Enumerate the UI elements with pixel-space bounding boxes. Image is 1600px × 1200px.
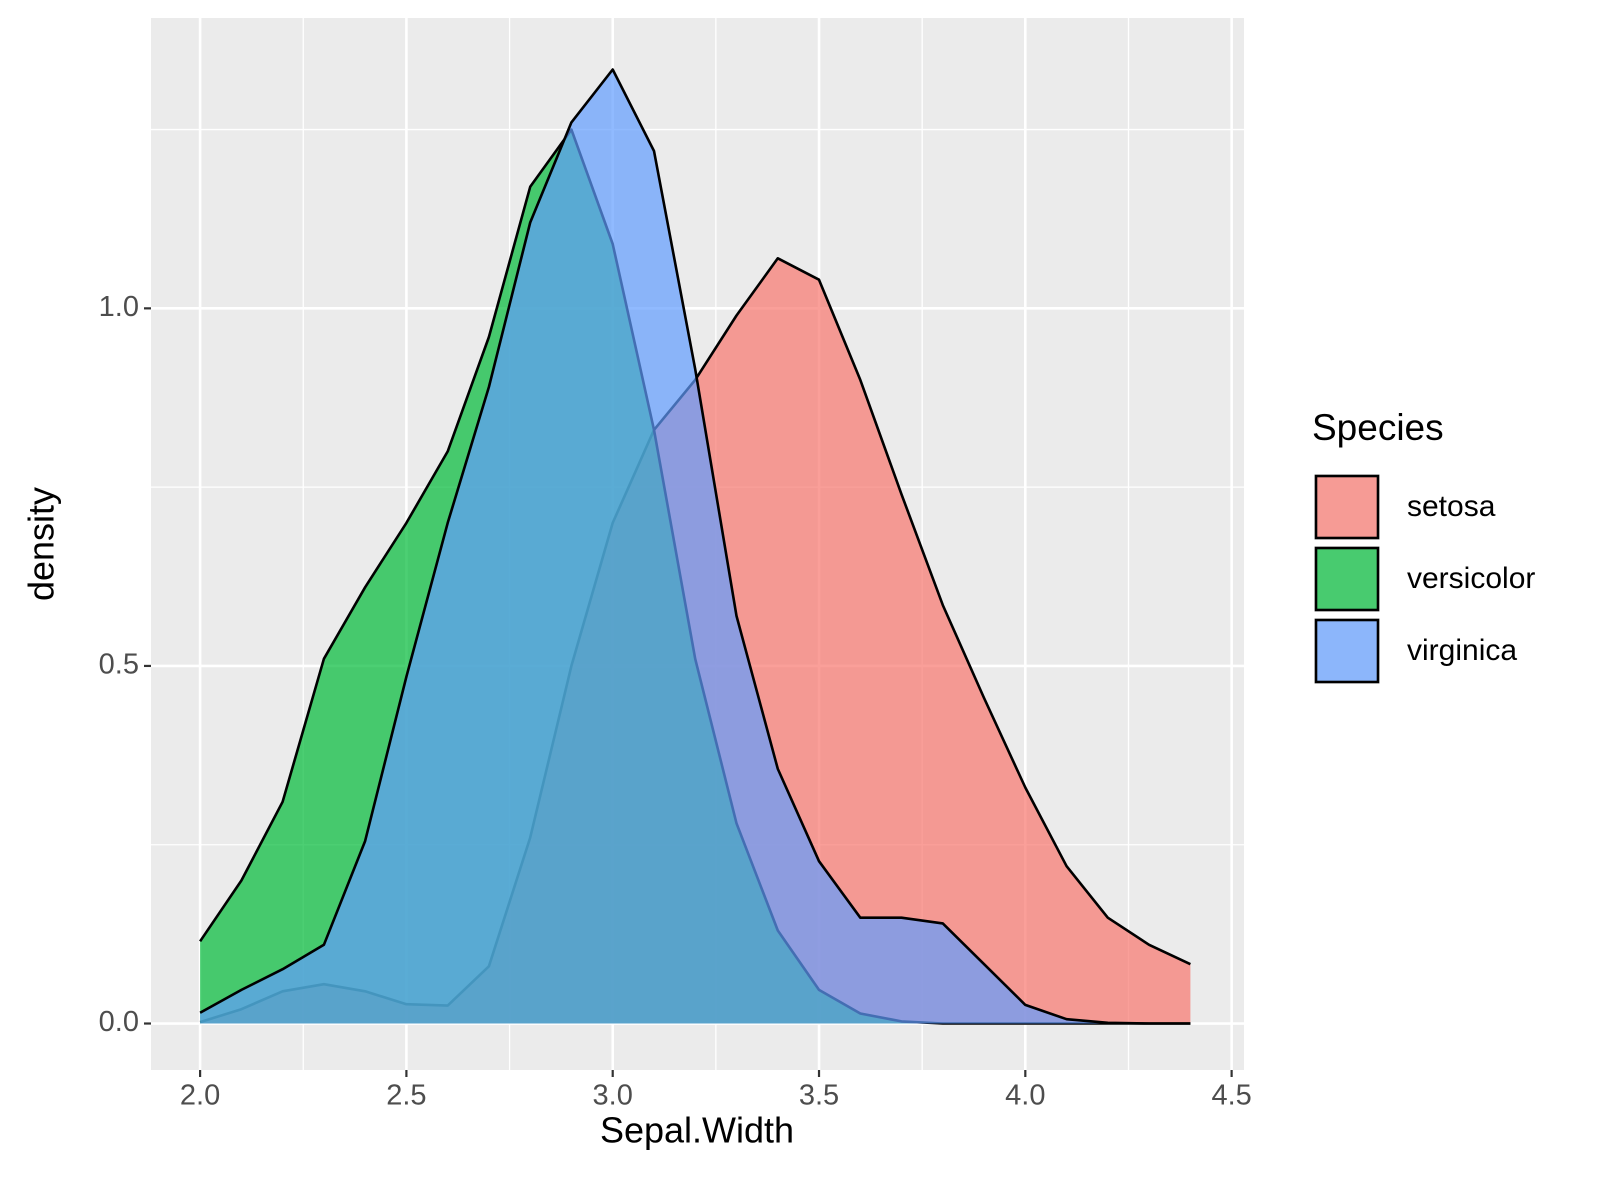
- density-area: [200, 69, 1191, 1024]
- x-tick-label: 3.5: [799, 1080, 839, 1112]
- legend-key: [1314, 474, 1380, 540]
- x-tick-label: 4.0: [1005, 1080, 1045, 1112]
- plot-panel: [151, 18, 1244, 1070]
- legend-label: setosa: [1407, 490, 1496, 523]
- legend-title: Species: [1312, 407, 1444, 448]
- x-tick-label: 2.5: [386, 1080, 426, 1112]
- legend-label: versicolor: [1407, 562, 1535, 595]
- y-axis-title: density: [21, 487, 62, 601]
- x-tick-label: 2.0: [180, 1080, 220, 1112]
- legend-label: virginica: [1407, 634, 1517, 667]
- legend-key: [1314, 618, 1380, 684]
- y-tick-label: 0.0: [99, 1006, 139, 1038]
- x-axis-title: Sepal.Width: [600, 1110, 794, 1151]
- x-tick-label: 3.0: [593, 1080, 633, 1112]
- density-line: [199, 68, 1191, 1025]
- legend-key: [1314, 546, 1380, 612]
- x-tick-label: 4.5: [1211, 1080, 1251, 1112]
- y-tick-label: 1.0: [99, 291, 139, 323]
- y-tick-label: 0.5: [99, 649, 139, 681]
